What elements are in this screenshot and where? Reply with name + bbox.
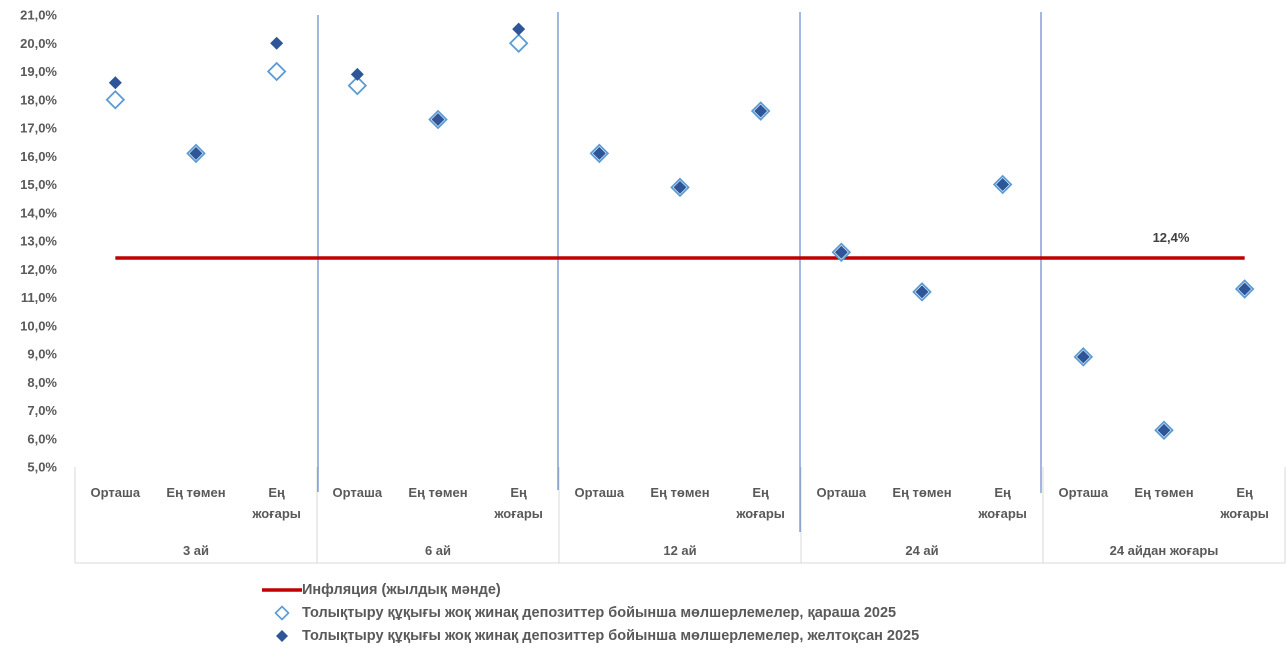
group-separators [317, 12, 1042, 532]
x-category-label: Ең жоғары [251, 485, 301, 521]
x-category-label: Ең жоғары [977, 485, 1027, 521]
x-category-label: Ең төмен [408, 485, 467, 500]
y-tick-label: 19,0% [20, 64, 57, 79]
y-tick-label: 20,0% [20, 36, 57, 51]
point-december [996, 178, 1010, 191]
scatter-chart: 21,0% 20,0% 19,0% 18,0% 17,0% 16,0% 15,0% 14,0%… [20, 8, 1286, 564]
x-group-label: 24 айдан жоғары [1110, 543, 1219, 558]
legend-item-november: Толықтыру құқығы жоқ жинақ депозиттер бо… [262, 601, 919, 624]
x-group-label: 6 ай [425, 543, 451, 558]
legend-label-inflation: Инфляция (жылдық мәнде) [302, 581, 501, 598]
x-category-label: Орташа [817, 485, 867, 500]
x-category-label: Орташа [91, 485, 141, 500]
legend-item-december: Толықтыру құқығы жоқ жинақ депозиттер бо… [262, 624, 919, 647]
point-december [189, 146, 203, 160]
data-points [105, 22, 1255, 441]
point-december [673, 180, 687, 194]
point-november [105, 89, 126, 110]
point-december [1238, 282, 1252, 296]
point-december [512, 22, 526, 36]
x-category-label: Орташа [575, 485, 625, 500]
point-december [592, 146, 606, 160]
point-november [508, 33, 529, 54]
x-category-label: Ең төмен [1134, 485, 1193, 500]
point-december [1157, 423, 1171, 437]
point-december [270, 36, 284, 50]
point-december [1076, 350, 1090, 364]
y-tick-label: 12,0% [20, 262, 57, 277]
x-category-label: Ең төмен [650, 485, 709, 500]
x-category-label: Ең жоғары [735, 485, 785, 521]
x-category-label: Орташа [1059, 485, 1109, 500]
y-tick-label: 6,0% [27, 431, 57, 446]
y-tick-label: 14,0% [20, 205, 57, 220]
y-tick-label: 13,0% [20, 234, 57, 249]
y-tick-label: 11,0% [21, 290, 58, 305]
x-category-label: Ең жоғары [1219, 485, 1269, 521]
y-tick-label: 8,0% [27, 375, 57, 390]
y-tick-label: 9,0% [27, 347, 57, 362]
point-december [754, 104, 768, 118]
y-tick-label: 17,0% [20, 121, 57, 136]
x-category-label: Ең жоғары [493, 485, 543, 521]
legend-label-december: Толықтыру құқығы жоқ жинақ депозиттер бо… [302, 627, 920, 644]
x-category-label: Ең төмен [166, 485, 225, 500]
y-tick-label: 16,0% [20, 149, 57, 164]
inflation-data-label: 12,4% [1153, 230, 1190, 245]
legend-item-inflation: Инфляция (жылдық мәнде) [262, 578, 919, 601]
x-group-label: 12 ай [663, 543, 696, 558]
legend-filled-diamond-icon [262, 626, 302, 646]
legend-label-november: Толықтыру құқығы жоқ жинақ депозиттер бо… [302, 604, 897, 621]
legend: Инфляция (жылдық мәнде) Толықтыру құқығы… [262, 578, 919, 647]
y-tick-label: 21,0% [20, 8, 57, 23]
point-december [431, 113, 445, 127]
x-category-label: Ең төмен [892, 485, 951, 500]
y-tick-label: 7,0% [27, 403, 57, 418]
x-axis: 3 ай 6 ай 12 ай 24 ай 24 айдан жоғары Орташа Е… [74, 467, 1286, 564]
point-december [915, 285, 929, 299]
y-tick-label: 10,0% [20, 318, 57, 333]
y-tick-label: 18,0% [20, 92, 57, 107]
point-december [108, 76, 122, 90]
legend-open-diamond-icon [262, 603, 302, 623]
point-november [347, 75, 368, 96]
x-group-label: 24 ай [905, 543, 938, 558]
y-tick-label: 5,0% [27, 460, 57, 475]
point-november [266, 61, 287, 82]
y-tick-label: 15,0% [20, 177, 57, 192]
legend-line-symbol [262, 580, 302, 600]
x-category-label: Орташа [333, 485, 383, 500]
point-december [834, 245, 848, 259]
y-axis: 21,0% 20,0% 19,0% 18,0% 17,0% 16,0% 15,0% 14,0%… [20, 8, 57, 475]
x-group-label: 3 ай [183, 543, 209, 558]
inflation-line-group: 12,4% [115, 230, 1245, 260]
point-december [350, 67, 364, 81]
